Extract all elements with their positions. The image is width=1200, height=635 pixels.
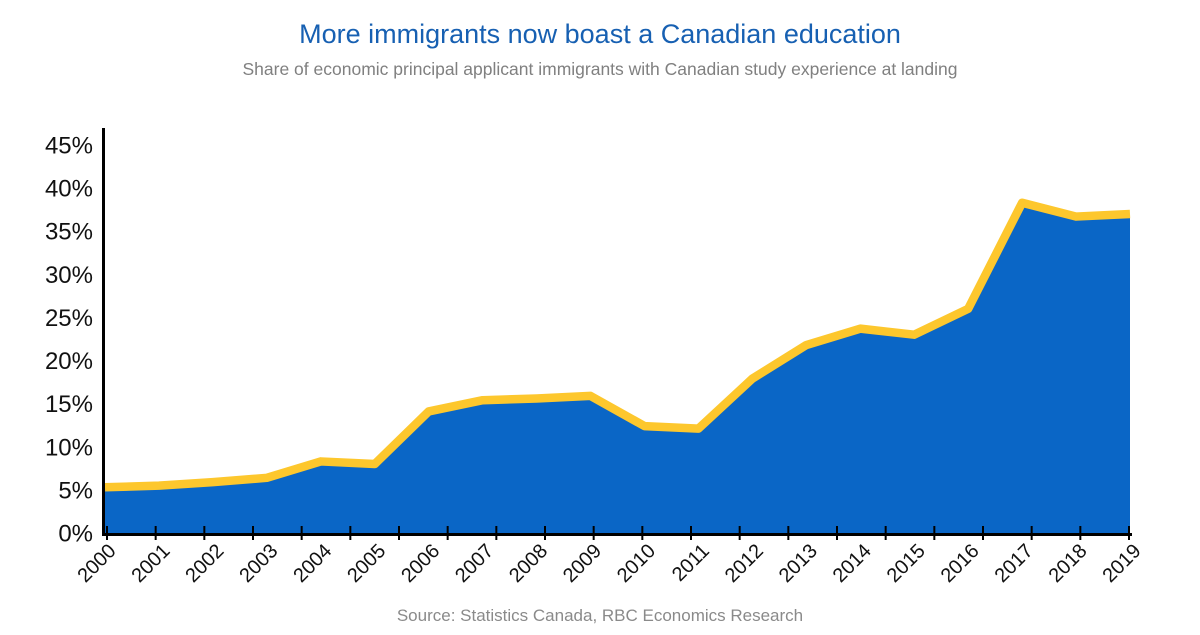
x-tick-label: 2007 (451, 540, 498, 587)
x-tick-label: 2010 (613, 540, 660, 587)
y-tick-label: 40% (45, 176, 93, 203)
x-tick-label: 2006 (397, 540, 444, 587)
x-tick-label: 2003 (235, 540, 282, 587)
x-tick-label: 2004 (289, 540, 336, 587)
y-tick-label: 45% (45, 133, 93, 160)
source-note: Source: Statistics Canada, RBC Economics… (396, 606, 804, 625)
x-axis-ticks (106, 526, 1130, 540)
page-title: More immigrants now boast a Canadian edu… (299, 19, 901, 49)
x-axis-labels: 2000 2001 2002 2003 2004 2005 2006 2007 2008 2009… (74, 540, 1146, 587)
plot-area (104, 198, 1131, 533)
y-tick-label: 20% (45, 348, 93, 375)
y-tick-label: 0% (58, 521, 93, 548)
x-tick-label: 2011 (668, 540, 714, 586)
y-tick-label: 10% (45, 434, 93, 461)
x-tick-label: 2008 (505, 540, 552, 587)
x-tick-label: 2002 (181, 540, 228, 587)
area-series (105, 202, 1130, 533)
x-tick-label: 2012 (721, 540, 768, 587)
axes (102, 128, 1132, 536)
y-tick-label: 30% (45, 262, 93, 289)
y-tick-label: 25% (45, 305, 93, 332)
x-tick-label: 2018 (1045, 540, 1092, 587)
x-tick-label: 2015 (883, 540, 930, 587)
y-tick-label: 35% (45, 219, 93, 246)
x-tick-label: 2016 (937, 540, 984, 587)
y-axis-labels: 0% 5% 10% 15% 20% 25% 30% 35% 40% 45% (45, 133, 93, 548)
x-tick-label: 2013 (775, 540, 822, 587)
y-tick-label: 5% (58, 477, 93, 504)
x-tick-label: 2017 (991, 540, 1038, 587)
y-tick-label: 15% (45, 391, 93, 418)
x-tick-label: 2001 (127, 540, 174, 587)
x-tick-label: 2019 (1099, 540, 1146, 587)
page-subtitle: Share of economic principal applicant im… (242, 59, 958, 79)
x-tick-label: 2005 (343, 540, 390, 587)
x-tick-label: 2009 (559, 540, 606, 587)
x-tick-label: 2014 (829, 540, 876, 587)
line-series (104, 198, 1131, 492)
